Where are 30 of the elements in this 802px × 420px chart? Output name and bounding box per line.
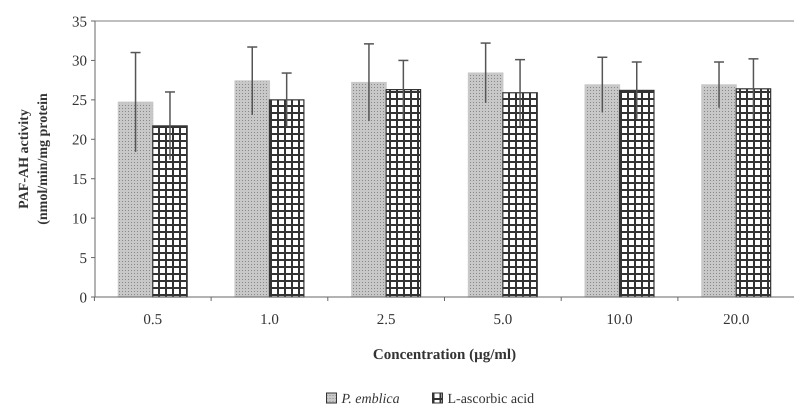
- y-tick-label: 0: [80, 290, 87, 306]
- x-tick-label: 2.5: [376, 312, 396, 328]
- bar: [502, 92, 538, 298]
- bar: [584, 84, 620, 298]
- bar: [118, 102, 154, 298]
- y-tick-label: 30: [72, 54, 87, 70]
- x-tick-label: 1.0: [260, 312, 279, 328]
- y-tick-label: 10: [72, 211, 87, 228]
- y-tick-label: 35: [72, 14, 87, 30]
- y-axis-title: PAF-AH activity (nmol/min/mg protein: [17, 92, 51, 225]
- bar: [736, 88, 772, 298]
- bar: [701, 84, 737, 298]
- bar: [152, 125, 188, 298]
- bar: [351, 82, 387, 298]
- bar: [468, 72, 504, 298]
- x-tick-label: 0.5: [143, 312, 162, 328]
- x-tick-label: 20.0: [723, 312, 750, 328]
- legend-label: L-ascorbic acid: [448, 392, 534, 407]
- bar: [386, 89, 422, 298]
- y-tick-label: 20: [72, 132, 87, 149]
- x-tick-label: 10.0: [606, 312, 633, 328]
- y-tick-label: 25: [72, 93, 87, 110]
- y-tick-label: 15: [72, 172, 87, 188]
- x-axis-title: Concentration (µg/ml): [372, 347, 516, 363]
- bar: [234, 80, 270, 298]
- legend-label: P. emblica: [340, 392, 400, 407]
- x-tick-label: 5.0: [493, 312, 512, 328]
- bar: [268, 99, 304, 298]
- bar: [618, 90, 655, 298]
- y-tick-label: 5: [80, 250, 87, 267]
